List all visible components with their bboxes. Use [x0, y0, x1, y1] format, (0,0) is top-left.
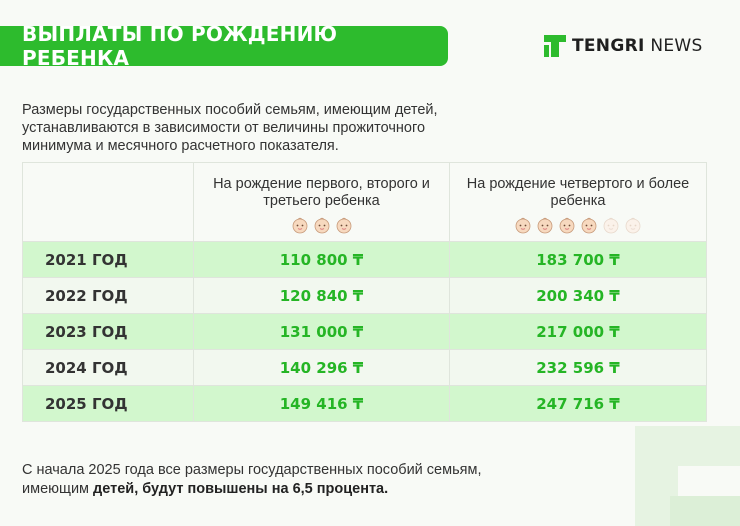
year-cell: 2021 ГОД	[22, 241, 194, 278]
baby-face-icon	[314, 217, 329, 234]
amount-fourth-plus: 200 340 ₸	[449, 277, 707, 314]
brand-wordmark: TENGRI NEWS	[572, 36, 703, 56]
baby-face-icon	[336, 217, 351, 234]
year-cell: 2025 ГОД	[22, 385, 194, 422]
table-header-row: На рождение первого, второго и третьего …	[22, 162, 707, 242]
amount-fourth-plus: 217 000 ₸	[449, 313, 707, 350]
baby-face-icon	[625, 217, 641, 234]
year-cell: 2024 ГОД	[22, 349, 194, 386]
footer-note: С начала 2025 года все размеры государст…	[22, 461, 542, 499]
table-row: 2022 ГОД 120 840 ₸ 200 340 ₸	[22, 277, 707, 314]
amount-fourth-plus: 232 596 ₸	[449, 349, 707, 386]
amount-fourth-plus: 183 700 ₸	[449, 241, 707, 278]
baby-face-icon	[581, 217, 597, 234]
baby-face-icon	[603, 217, 619, 234]
baby-face-icon	[515, 217, 531, 234]
brand-logo: TENGRI NEWS	[544, 35, 703, 57]
baby-face-icon	[559, 217, 575, 234]
intro-paragraph: Размеры государственных пособий семьям, …	[22, 101, 438, 154]
table-row: 2025 ГОД 149 416 ₸ 247 716 ₸	[22, 385, 707, 422]
amount-fourth-plus: 247 716 ₸	[449, 385, 707, 422]
baby-face-icon	[292, 217, 307, 234]
footer-note-plain: С начала 2025 года все размеры государст…	[22, 461, 482, 497]
title-banner: ВЫПЛАТЫ ПО РОЖДЕНИЮ РЕБЕНКА	[0, 22, 448, 70]
year-cell: 2023 ГОД	[22, 313, 194, 350]
table-row: 2021 ГОД 110 800 ₸ 183 700 ₸	[22, 241, 707, 278]
page-title: ВЫПЛАТЫ ПО РОЖДЕНИЮ РЕБЕНКА	[22, 22, 338, 70]
amount-first-to-third: 140 296 ₸	[193, 349, 450, 386]
amount-first-to-third: 149 416 ₸	[193, 385, 450, 422]
column-label-fourth-plus: На рождение четвертого и более ребенка	[466, 176, 690, 209]
footer-note-bold: детей, будут повышены на 6,5 процента.	[93, 480, 389, 497]
table-header-fourth-plus: На рождение четвертого и более ребенка	[449, 162, 707, 242]
amount-first-to-third: 120 840 ₸	[193, 277, 450, 314]
baby-face-icon	[537, 217, 553, 234]
table-row: 2024 ГОД 140 296 ₸ 232 596 ₸	[22, 349, 707, 386]
amount-first-to-third: 131 000 ₸	[193, 313, 450, 350]
column-label-first-to-third: На рождение первого, второго и третьего …	[213, 176, 430, 209]
benefits-table: На рождение первого, второго и третьего …	[22, 162, 707, 422]
baby-icons-fourth-plus	[450, 216, 706, 234]
table-header-year	[22, 162, 194, 242]
baby-icons-first-to-third	[194, 216, 449, 234]
amount-first-to-third: 110 800 ₸	[193, 241, 450, 278]
table-header-first-to-third: На рождение первого, второго и третьего …	[193, 162, 450, 242]
tengri-logo-icon	[544, 35, 566, 57]
year-cell: 2022 ГОД	[22, 277, 194, 314]
table-row: 2023 ГОД 131 000 ₸ 217 000 ₸	[22, 313, 707, 350]
